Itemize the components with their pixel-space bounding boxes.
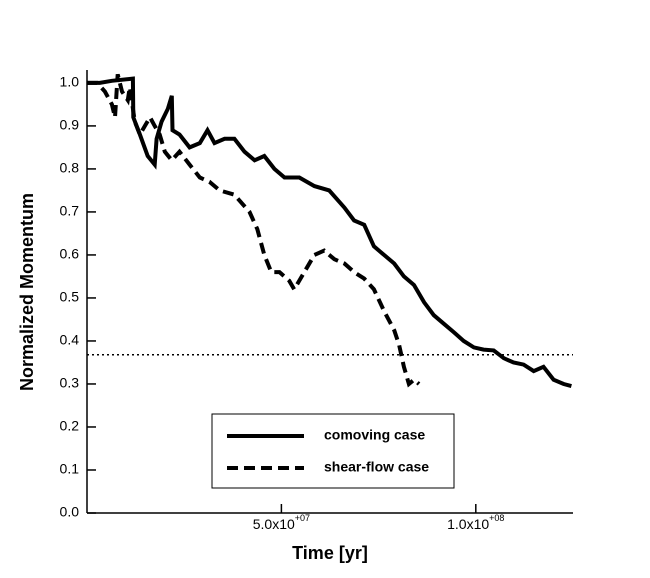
y-tick-label: 0.0: [60, 504, 80, 520]
y-tick-label: 0.5: [60, 289, 80, 305]
y-tick-label: 0.7: [60, 203, 80, 219]
y-tick-label: 0.2: [60, 418, 80, 434]
legend-label: comoving case: [324, 427, 425, 443]
legend-label: shear-flow case: [324, 459, 429, 475]
x-axis-title: Time [yr]: [292, 543, 368, 563]
x-tick-label: 5.0x10+07: [253, 513, 310, 531]
series-line: [87, 73, 421, 388]
y-tick-label: 1.0: [60, 74, 80, 90]
legend-box: [211, 413, 455, 489]
y-tick-label: 0.6: [60, 246, 80, 262]
y-tick-label: 0.1: [60, 461, 80, 477]
y-tick-label: 0.8: [60, 160, 80, 176]
y-axis-title: Normalized Momentum: [17, 193, 37, 391]
y-tick-label: 0.3: [60, 375, 80, 391]
y-tick-label: 0.4: [60, 332, 80, 348]
series-line: [87, 76, 572, 389]
x-tick-label: 1.0x10+08: [447, 513, 504, 531]
y-tick-label: 0.9: [60, 117, 80, 133]
